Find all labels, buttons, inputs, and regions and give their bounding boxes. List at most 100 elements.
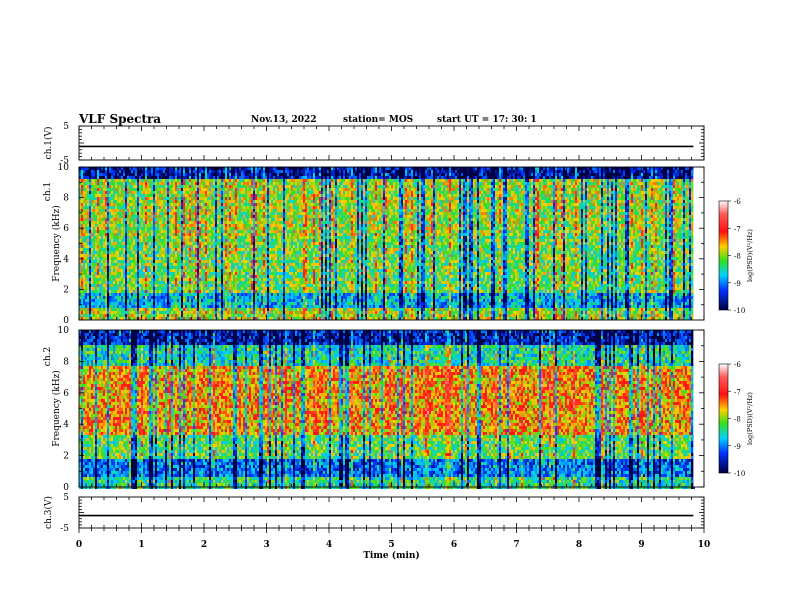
spectrogram-cell — [87, 173, 89, 176]
spectrogram-cell — [97, 182, 99, 185]
spectrogram-cell — [93, 287, 95, 290]
spectrogram-cell — [107, 179, 109, 182]
spectrogram-cell — [87, 314, 89, 317]
spectrogram-cell — [93, 182, 95, 185]
spectrogram-cell — [93, 212, 95, 215]
spectrogram-cell — [93, 290, 95, 293]
spectrogram-cell — [89, 308, 91, 311]
spectrogram-cell — [101, 293, 103, 296]
spectrogram-cell — [103, 212, 105, 215]
spectrogram-cell — [83, 251, 85, 254]
spectrogram-cell — [111, 314, 113, 317]
spectrogram-cell — [107, 218, 109, 221]
spectrogram-cell — [109, 230, 111, 233]
spectrogram-cell — [81, 281, 83, 284]
spectrogram-cell — [111, 197, 113, 200]
spectrogram-cell — [89, 263, 91, 266]
spectrogram-cell — [85, 287, 87, 290]
spectrogram-cell — [101, 170, 103, 173]
spectrogram-cell — [109, 263, 111, 266]
spectrogram-cell — [109, 170, 111, 173]
spectrogram-cell — [97, 215, 99, 218]
spectrogram-cell — [87, 227, 89, 230]
spectrogram-cell — [101, 221, 103, 224]
spectrogram-cell — [117, 188, 119, 191]
spectrogram-cell — [81, 212, 83, 215]
spectrogram-cell — [85, 263, 87, 266]
spectrogram-cell — [95, 317, 97, 320]
spectrogram-cell — [117, 269, 119, 272]
spectrogram-cell — [105, 221, 107, 224]
spectrogram-cell — [103, 290, 105, 293]
spectrogram-cell — [87, 245, 89, 248]
spectrogram-cell — [87, 197, 89, 200]
spectrogram-cell — [83, 302, 85, 305]
spectrogram-cell — [117, 260, 119, 263]
spectrogram-cell — [105, 266, 107, 269]
spectrogram-cell — [99, 179, 101, 182]
spectrogram-cell — [113, 272, 115, 275]
spectrogram-cell — [93, 251, 95, 254]
spectrogram-cell — [113, 278, 115, 281]
spectrogram-cell — [117, 302, 119, 305]
spectrogram-cell — [111, 215, 113, 218]
spectrogram-cell — [109, 317, 111, 320]
spectrogram-cell — [107, 263, 109, 266]
spectrogram-cell — [99, 212, 101, 215]
spectrogram-cell — [111, 206, 113, 209]
spectrogram-cell — [101, 182, 103, 185]
spectrogram-cell — [91, 227, 93, 230]
spectrogram-cell — [81, 245, 83, 248]
spectrogram-cell — [95, 263, 97, 266]
spectrogram-cell — [103, 302, 105, 305]
spectrogram-cell — [103, 236, 105, 239]
spectrogram-cell — [93, 248, 95, 251]
spectrogram-cell — [87, 233, 89, 236]
spectrogram-cell — [91, 287, 93, 290]
spectrogram-cell — [113, 296, 115, 299]
spectrogram-cell — [91, 224, 93, 227]
spectrogram-cell — [99, 296, 101, 299]
spectrogram-cell — [95, 188, 97, 191]
spectrogram-cell — [103, 188, 105, 191]
spectrogram-cell — [87, 170, 89, 173]
spectrogram-cell — [89, 233, 91, 236]
spectrogram-cell — [95, 209, 97, 212]
spectrogram-cell — [109, 314, 111, 317]
spectrogram-cell — [113, 170, 115, 173]
spectrogram-cell — [107, 203, 109, 206]
spectrogram-cell — [103, 230, 105, 233]
spectrogram-cell — [109, 182, 111, 185]
spectrogram-cell — [93, 308, 95, 311]
spectrogram-cell — [99, 182, 101, 185]
spectrogram-cell — [91, 221, 93, 224]
spectrogram-cell — [115, 260, 117, 263]
spectrogram-cell — [95, 206, 97, 209]
spectrogram-cell — [91, 311, 93, 314]
spectrogram-cell — [111, 275, 113, 278]
spectrogram-cell — [99, 200, 101, 203]
spectrogram-cell — [105, 224, 107, 227]
spectrogram-cell — [117, 215, 119, 218]
spectrogram-cell — [119, 209, 121, 212]
spectrogram-cell — [113, 251, 115, 254]
spectrogram-cell — [81, 200, 83, 203]
spectrogram-cell — [101, 179, 103, 182]
spectrogram-cell — [109, 269, 111, 272]
spectrogram-cell — [111, 266, 113, 269]
spectrogram-cell — [87, 305, 89, 308]
spectrogram-cell — [95, 302, 97, 305]
spectrogram-cell — [103, 251, 105, 254]
spectrogram-cell — [113, 269, 115, 272]
spectrogram-cell — [115, 305, 117, 308]
spectrogram-cell — [97, 197, 99, 200]
spectrogram-cell — [103, 176, 105, 179]
spectrogram-cell — [91, 197, 93, 200]
spectrogram-cell — [95, 221, 97, 224]
spectrogram-cell — [99, 272, 101, 275]
spectrogram-cell — [113, 287, 115, 290]
spectrogram-cell — [83, 188, 85, 191]
spectrogram-cell — [107, 290, 109, 293]
spectrogram-cell — [113, 221, 115, 224]
spectrogram-cell — [93, 284, 95, 287]
